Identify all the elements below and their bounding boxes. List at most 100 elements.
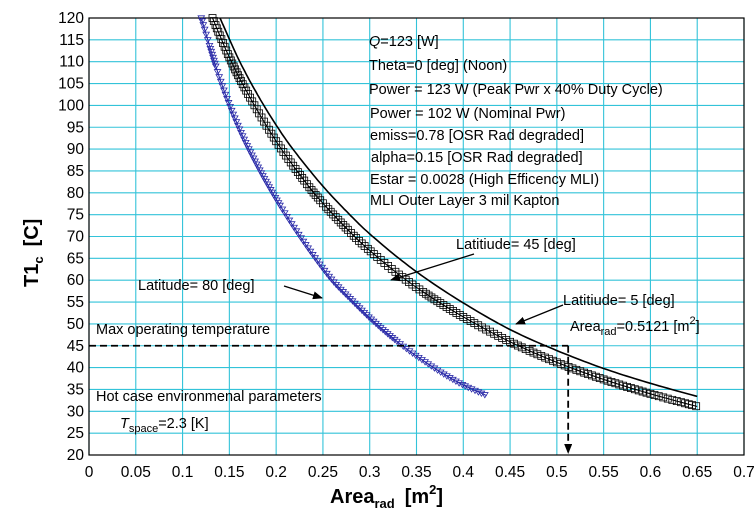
annotation-estar: Estar = 0.0028 (High Efficency MLI) bbox=[370, 172, 599, 188]
series-point bbox=[226, 104, 235, 111]
x-tick-label: 0.55 bbox=[589, 464, 619, 481]
y-tick-label: 105 bbox=[58, 76, 84, 93]
series-point bbox=[331, 213, 340, 222]
series-point bbox=[439, 371, 448, 378]
series-point bbox=[231, 65, 240, 74]
series-point bbox=[303, 180, 311, 189]
series-point bbox=[433, 367, 442, 374]
series-point bbox=[228, 59, 237, 68]
label-max-temperature: Max operating temperature bbox=[96, 322, 270, 338]
x-tick-label: 0.4 bbox=[453, 464, 475, 481]
x-tick-label: 0 bbox=[85, 464, 94, 481]
series-point bbox=[347, 229, 355, 237]
series-point bbox=[474, 321, 483, 330]
x-tick-label: 0.45 bbox=[495, 464, 525, 481]
series-point bbox=[294, 231, 303, 239]
series-point bbox=[276, 202, 284, 210]
series-point bbox=[262, 121, 271, 130]
y-tick-label: 35 bbox=[67, 381, 84, 398]
series-point bbox=[455, 380, 463, 387]
series-point bbox=[283, 214, 291, 221]
series-point bbox=[296, 171, 304, 179]
series-point bbox=[304, 245, 313, 252]
series-point bbox=[223, 95, 231, 103]
y-tick-label: 85 bbox=[67, 163, 84, 180]
series-point bbox=[471, 387, 479, 395]
series-point bbox=[278, 206, 287, 213]
series-point bbox=[316, 196, 325, 205]
series-1 bbox=[219, 17, 698, 398]
arrow-latitude-80 bbox=[283, 285, 323, 300]
series-point bbox=[427, 363, 436, 370]
series-point bbox=[379, 327, 387, 334]
series-point bbox=[287, 221, 296, 228]
series-point bbox=[442, 373, 451, 380]
series-point bbox=[198, 18, 207, 25]
series-point bbox=[311, 191, 320, 199]
x-axis-title: Arearad [m2] bbox=[330, 482, 443, 511]
series-point bbox=[216, 78, 225, 86]
series-point bbox=[309, 188, 318, 197]
series-point bbox=[421, 359, 429, 366]
series-point bbox=[234, 122, 242, 130]
series-point bbox=[203, 37, 212, 44]
y-tick-label: 95 bbox=[67, 119, 84, 136]
series-point bbox=[448, 376, 457, 384]
series-point bbox=[285, 217, 294, 225]
series-point bbox=[436, 369, 445, 376]
series-point bbox=[381, 329, 390, 336]
series-point bbox=[224, 100, 233, 107]
y-tick-label: 115 bbox=[59, 32, 84, 49]
series-point bbox=[199, 22, 208, 29]
series-point bbox=[297, 235, 306, 242]
series-point bbox=[237, 129, 245, 137]
series-point bbox=[219, 87, 228, 94]
series-point bbox=[221, 91, 230, 99]
series-point bbox=[226, 56, 235, 65]
y-tick-label: 20 bbox=[67, 447, 85, 464]
reference-lines bbox=[89, 344, 573, 454]
y-tick-label: 65 bbox=[67, 250, 84, 267]
plot-frame bbox=[88, 17, 745, 456]
y-tick-label: 120 bbox=[58, 10, 84, 27]
x-tick-labels: 0 0.05 0.1 0.15 0.2 0.25 0.3 0.35 0.4 0.45 0.5 0.55… bbox=[85, 464, 755, 481]
series-point bbox=[374, 323, 383, 330]
series-point bbox=[298, 173, 307, 182]
series-point bbox=[502, 335, 511, 344]
series-point bbox=[452, 378, 460, 385]
x-tick-label: 0.25 bbox=[308, 464, 338, 481]
label-latitude-5: Latitiude= 5 [deg] bbox=[563, 293, 675, 309]
x-tick-label: 0.5 bbox=[546, 464, 568, 481]
series-point bbox=[654, 392, 663, 401]
series-point bbox=[467, 386, 476, 393]
y-tick-label: 75 bbox=[67, 207, 84, 224]
y-axis-title: T1c[C] bbox=[21, 219, 46, 287]
series-point bbox=[249, 155, 258, 162]
series-point bbox=[424, 361, 433, 368]
series-point bbox=[494, 331, 503, 340]
series-point bbox=[280, 210, 289, 217]
y-tick-label: 25 bbox=[67, 425, 84, 442]
series-point bbox=[240, 136, 249, 144]
series-point bbox=[336, 218, 345, 227]
series-point bbox=[241, 140, 250, 147]
series-point bbox=[461, 383, 470, 390]
y-tick-label: 70 bbox=[67, 229, 85, 246]
series-point bbox=[200, 26, 209, 34]
series-point bbox=[290, 224, 298, 232]
x-tick-label: 0.2 bbox=[265, 464, 287, 481]
annotation-theta: Theta=0 [deg] (Noon) bbox=[369, 58, 507, 74]
series-point bbox=[357, 239, 366, 248]
series-point bbox=[388, 335, 397, 342]
series-point bbox=[418, 357, 426, 364]
series-point bbox=[292, 228, 301, 235]
series-point bbox=[486, 327, 495, 336]
series-point bbox=[430, 365, 439, 372]
series-point bbox=[315, 261, 324, 269]
series-point bbox=[349, 231, 358, 240]
label-latitude-45: Latitiude= 45 [deg] bbox=[456, 237, 576, 253]
series-point bbox=[365, 314, 373, 321]
annotation-emiss: emiss=0.78 [OSR Rad degraded] bbox=[370, 128, 584, 144]
series-point bbox=[299, 238, 308, 246]
